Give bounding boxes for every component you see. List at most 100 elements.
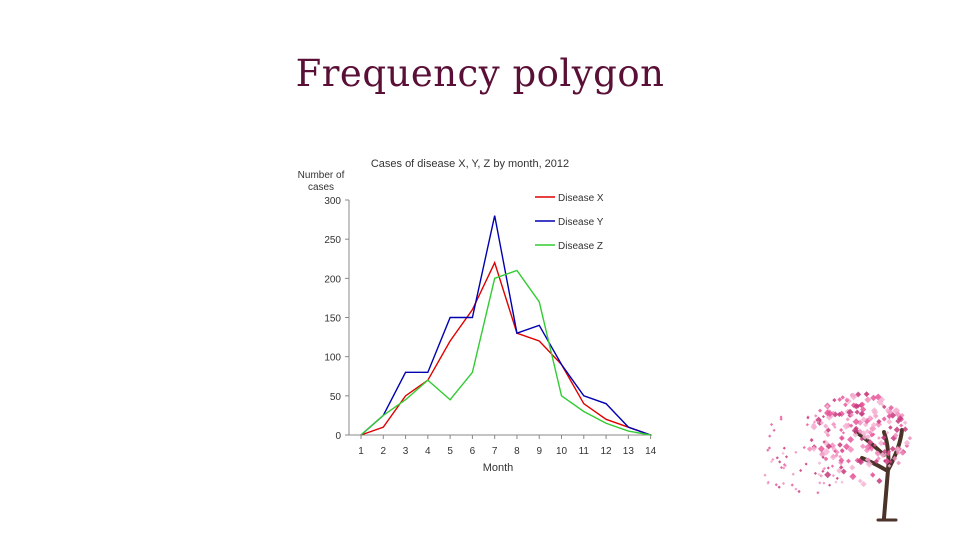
blossom-petal [855,391,862,398]
blossom-petal [882,448,888,455]
blossom-petal [768,434,772,438]
blossom-petal [823,456,829,462]
blossom-petal [847,446,855,453]
blossom-petal [858,410,866,417]
blossom-petal [805,423,809,427]
blossom-petal [892,455,898,462]
blossom-petal [859,436,865,442]
x-tick-label: 6 [470,446,476,457]
blossom-petal [778,460,782,464]
blossom-petal [806,416,810,420]
blossom-petal [867,415,872,420]
blossom-petal [829,442,836,450]
blossom-petal [844,397,850,402]
x-tick-label: 8 [514,446,520,457]
series-line-disease-x [360,260,651,436]
x-tick-label: 13 [623,446,635,457]
blossom-petal [783,464,787,468]
blossom-petal [893,426,901,433]
blossom-petal [882,441,886,446]
blossom-petal [902,420,908,426]
blossom-petal [813,413,818,418]
blossom-petal [845,417,850,422]
blossom-petal [843,402,848,408]
blossom-petal [865,460,873,468]
blossom-petal [791,472,795,476]
x-axis-label: Month [483,462,514,474]
blossom-petal [907,436,913,441]
x-tick-label: 2 [380,446,386,457]
blossom-petal [877,439,885,447]
blossom-petal [839,436,844,441]
y-tick-label: 0 [335,431,341,442]
blossom-petal [849,423,854,428]
blossom-petal [839,428,844,433]
blossom-petal [826,410,834,418]
blossom-petal [821,455,825,459]
blossom-petal [882,404,887,410]
x-tick-label: 10 [556,446,568,457]
blossom-petal [802,445,806,450]
y-tick-label: 50 [330,392,342,403]
blossom-petal [852,431,859,438]
legend-label: Disease Z [558,241,603,252]
blossom-petal [869,472,876,478]
blossom-petal [797,489,801,494]
blossom-petal [829,453,837,461]
x-tick-label: 7 [492,446,498,457]
blossom-petal [849,464,856,471]
blossom-petal [777,485,781,489]
blossom-petal [840,468,847,475]
blossom-petal [822,440,826,444]
blossom-petal [779,415,783,419]
blossom-petal [869,447,874,452]
y-tick-label: 100 [324,353,341,364]
blossom-petal [870,394,877,402]
blossom-petal [852,418,860,426]
blossom-petal [884,407,890,413]
x-tick-label: 12 [601,446,613,457]
blossom-petal [826,466,830,470]
y-axis-label: Number of [298,170,345,181]
blossom-petal [886,413,892,419]
blossom-petal [817,408,823,413]
blossom-petal [876,477,883,484]
blossom-petal [794,450,798,454]
blossom-petal [799,468,803,473]
blossom-petal [847,436,855,444]
blossom-petal [817,461,822,465]
y-tick-label: 150 [324,314,341,325]
x-tick-label: 4 [425,446,431,457]
y-tick-label: 250 [324,235,341,246]
blossom-petal [810,423,818,431]
blossom-petal [837,442,843,448]
x-tick-label: 1 [358,446,364,457]
x-tick-label: 3 [403,446,409,457]
blossom-petal [877,436,881,440]
blossom-petal [896,460,902,466]
blossom-petal [837,397,842,402]
blossom-petal [833,425,837,429]
blossom-petal [779,417,783,421]
blossom-petal [843,443,851,451]
blossom-petal [876,418,882,425]
blossom-petal [886,418,893,425]
blossom-petal [864,444,870,450]
blossom-petal [888,425,893,430]
slide-title: Frequency polygon [295,52,665,95]
blossom-petal [828,483,832,487]
blossom-petal [867,439,874,446]
legend-label: Disease X [558,193,604,204]
y-tick-label: 300 [324,196,341,207]
blossom-petal [861,433,868,440]
blossom-petal [763,473,767,477]
series-line-disease-z [360,269,651,436]
blossom-petal [822,481,826,485]
blossom-petal [865,428,870,434]
x-tick-label: 5 [447,446,453,457]
blossom-petal [895,450,900,456]
blossom-petal [885,451,891,457]
blossom-petal [769,460,774,464]
blossom-petal [880,402,885,407]
